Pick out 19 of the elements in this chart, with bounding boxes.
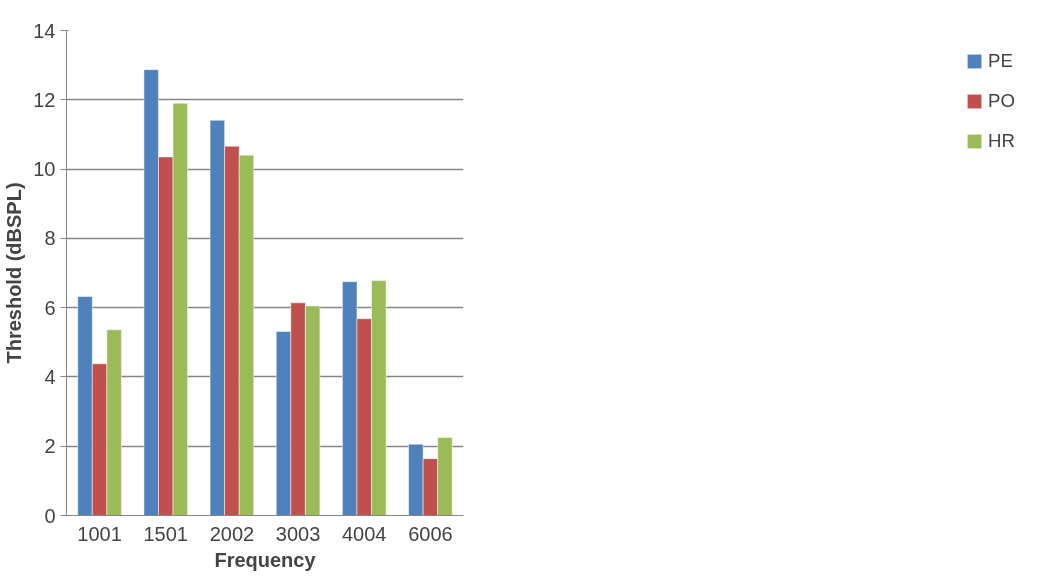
legend-label: HR: [988, 130, 1015, 152]
x-tick-label: 2002: [209, 522, 255, 545]
legend-label: PE: [988, 50, 1013, 72]
x-tick-label: 4004: [342, 522, 387, 545]
y-tick-label: 2: [44, 435, 56, 458]
y-tick-label: 10: [33, 158, 56, 181]
x-tick-label: 6006: [408, 522, 453, 545]
x-tick-label: 1001: [77, 522, 122, 545]
y-tick-label: 8: [44, 227, 56, 250]
y-tick-label: 12: [33, 88, 56, 111]
y-axis-title: Threshold (dBSPL): [3, 182, 26, 364]
y-tick-label: 4: [44, 365, 56, 388]
x-tick-label: 1501: [143, 522, 188, 545]
x-axis-title: Frequency: [214, 548, 317, 571]
x-tick-label: 3003: [275, 522, 321, 545]
y-tick-label: 14: [33, 19, 56, 42]
y-tick-label: 6: [44, 296, 56, 319]
legend-label: PO: [988, 90, 1015, 112]
y-tick-label: 0: [44, 504, 56, 527]
